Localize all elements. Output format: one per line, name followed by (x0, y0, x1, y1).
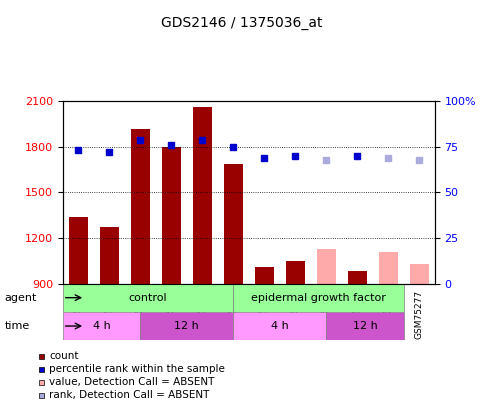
Bar (410, 264, 428, 284)
Text: agent: agent (5, 293, 37, 303)
FancyBboxPatch shape (233, 284, 404, 312)
FancyBboxPatch shape (140, 312, 233, 340)
Bar (131, 129, 150, 284)
Text: 12 h: 12 h (174, 321, 199, 331)
Text: value, Detection Call = ABSENT: value, Detection Call = ABSENT (49, 377, 214, 387)
Bar (162, 147, 181, 284)
Text: 12 h: 12 h (353, 321, 377, 331)
Bar (317, 249, 336, 284)
FancyBboxPatch shape (233, 312, 326, 340)
Bar (224, 164, 242, 284)
Bar (193, 107, 212, 284)
Bar (255, 267, 273, 284)
Text: GDS2146 / 1375036_at: GDS2146 / 1375036_at (161, 16, 322, 30)
Text: percentile rank within the sample: percentile rank within the sample (49, 364, 225, 374)
Bar (348, 271, 367, 284)
Bar (69, 217, 87, 284)
Text: count: count (49, 352, 79, 361)
FancyBboxPatch shape (63, 312, 140, 340)
Text: epidermal growth factor: epidermal growth factor (251, 293, 386, 303)
Text: 4 h: 4 h (271, 321, 289, 331)
Text: time: time (5, 321, 30, 331)
Bar (286, 261, 304, 283)
FancyBboxPatch shape (63, 284, 233, 312)
Text: rank, Detection Call = ABSENT: rank, Detection Call = ABSENT (49, 390, 210, 400)
Bar (379, 252, 398, 284)
Text: 4 h: 4 h (93, 321, 111, 331)
Text: control: control (128, 293, 167, 303)
Bar (100, 227, 119, 284)
FancyBboxPatch shape (326, 312, 404, 340)
